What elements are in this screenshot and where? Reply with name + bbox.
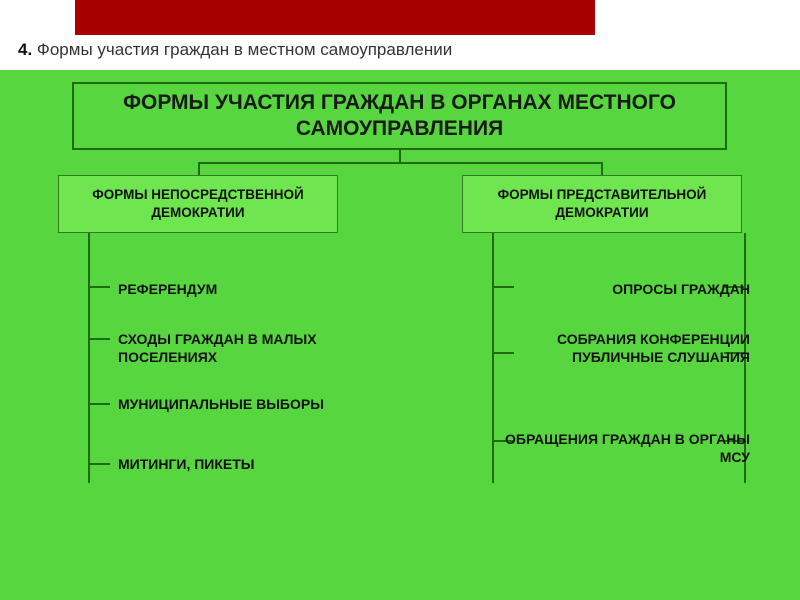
list-item-label: ОБРАЩЕНИЯ ГРАЖДАН В ОРГАНЫ МСУ	[505, 431, 750, 465]
list-item: МУНИЦИПАЛЬНЫЕ ВЫБОРЫ	[118, 395, 368, 413]
list-item-label: РЕФЕРЕНДУМ	[118, 281, 217, 297]
list-item: МИТИНГИ, ПИКЕТЫ	[118, 455, 368, 473]
list-item: ОПРОСЫ ГРАЖДАН	[490, 280, 750, 298]
list-item: СХОДЫ ГРАЖДАН В МАЛЫХ ПОСЕЛЕНИЯХ	[118, 330, 368, 366]
list-item-label: СОБРАНИЯ КОНФЕРЕНЦИИ ПУБЛИЧНЫЕ СЛУШАНИЯ	[557, 331, 750, 365]
branch-right-box: ФОРМЫ ПРЕДСТАВИТЕЛЬНОЙ ДЕМОКРАТИИ	[462, 175, 742, 233]
section-number: 4.	[18, 40, 32, 59]
list-item: СОБРАНИЯ КОНФЕРЕНЦИИ ПУБЛИЧНЫЕ СЛУШАНИЯ	[490, 330, 750, 366]
list-item-label: МИТИНГИ, ПИКЕТЫ	[118, 456, 255, 472]
connector-bus-left	[88, 233, 90, 483]
connector-tick	[88, 403, 110, 405]
connector-tick	[88, 286, 110, 288]
header-red-bar	[75, 0, 595, 35]
list-item: РЕФЕРЕНДУМ	[118, 280, 368, 298]
main-box-label: ФОРМЫ УЧАСТИЯ ГРАЖДАН В ОРГАНАХ МЕСТНОГО…	[74, 90, 725, 143]
list-item-label: МУНИЦИПАЛЬНЫЕ ВЫБОРЫ	[118, 396, 324, 412]
branch-left-title: ФОРМЫ НЕПОСРЕДСТВЕННОЙ ДЕМОКРАТИИ	[59, 186, 337, 221]
section-title-text: Формы участия граждан в местном самоупра…	[37, 40, 452, 59]
diagram-panel: ФОРМЫ УЧАСТИЯ ГРАЖДАН В ОРГАНАХ МЕСТНОГО…	[0, 70, 800, 600]
connector	[198, 162, 200, 175]
branch-right-title: ФОРМЫ ПРЕДСТАВИТЕЛЬНОЙ ДЕМОКРАТИИ	[463, 186, 741, 221]
list-item: ОБРАЩЕНИЯ ГРАЖДАН В ОРГАНЫ МСУ	[490, 430, 750, 466]
section-title: 4. Формы участия граждан в местном самоу…	[18, 40, 452, 60]
list-item-label: ОПРОСЫ ГРАЖДАН	[612, 281, 750, 297]
main-box: ФОРМЫ УЧАСТИЯ ГРАЖДАН В ОРГАНАХ МЕСТНОГО…	[72, 82, 727, 150]
list-item-label: СХОДЫ ГРАЖДАН В МАЛЫХ ПОСЕЛЕНИЯХ	[118, 331, 317, 365]
connector-tick	[88, 338, 110, 340]
connector	[198, 162, 603, 164]
connector-tick	[88, 463, 110, 465]
branch-left-box: ФОРМЫ НЕПОСРЕДСТВЕННОЙ ДЕМОКРАТИИ	[58, 175, 338, 233]
connector	[601, 162, 603, 175]
